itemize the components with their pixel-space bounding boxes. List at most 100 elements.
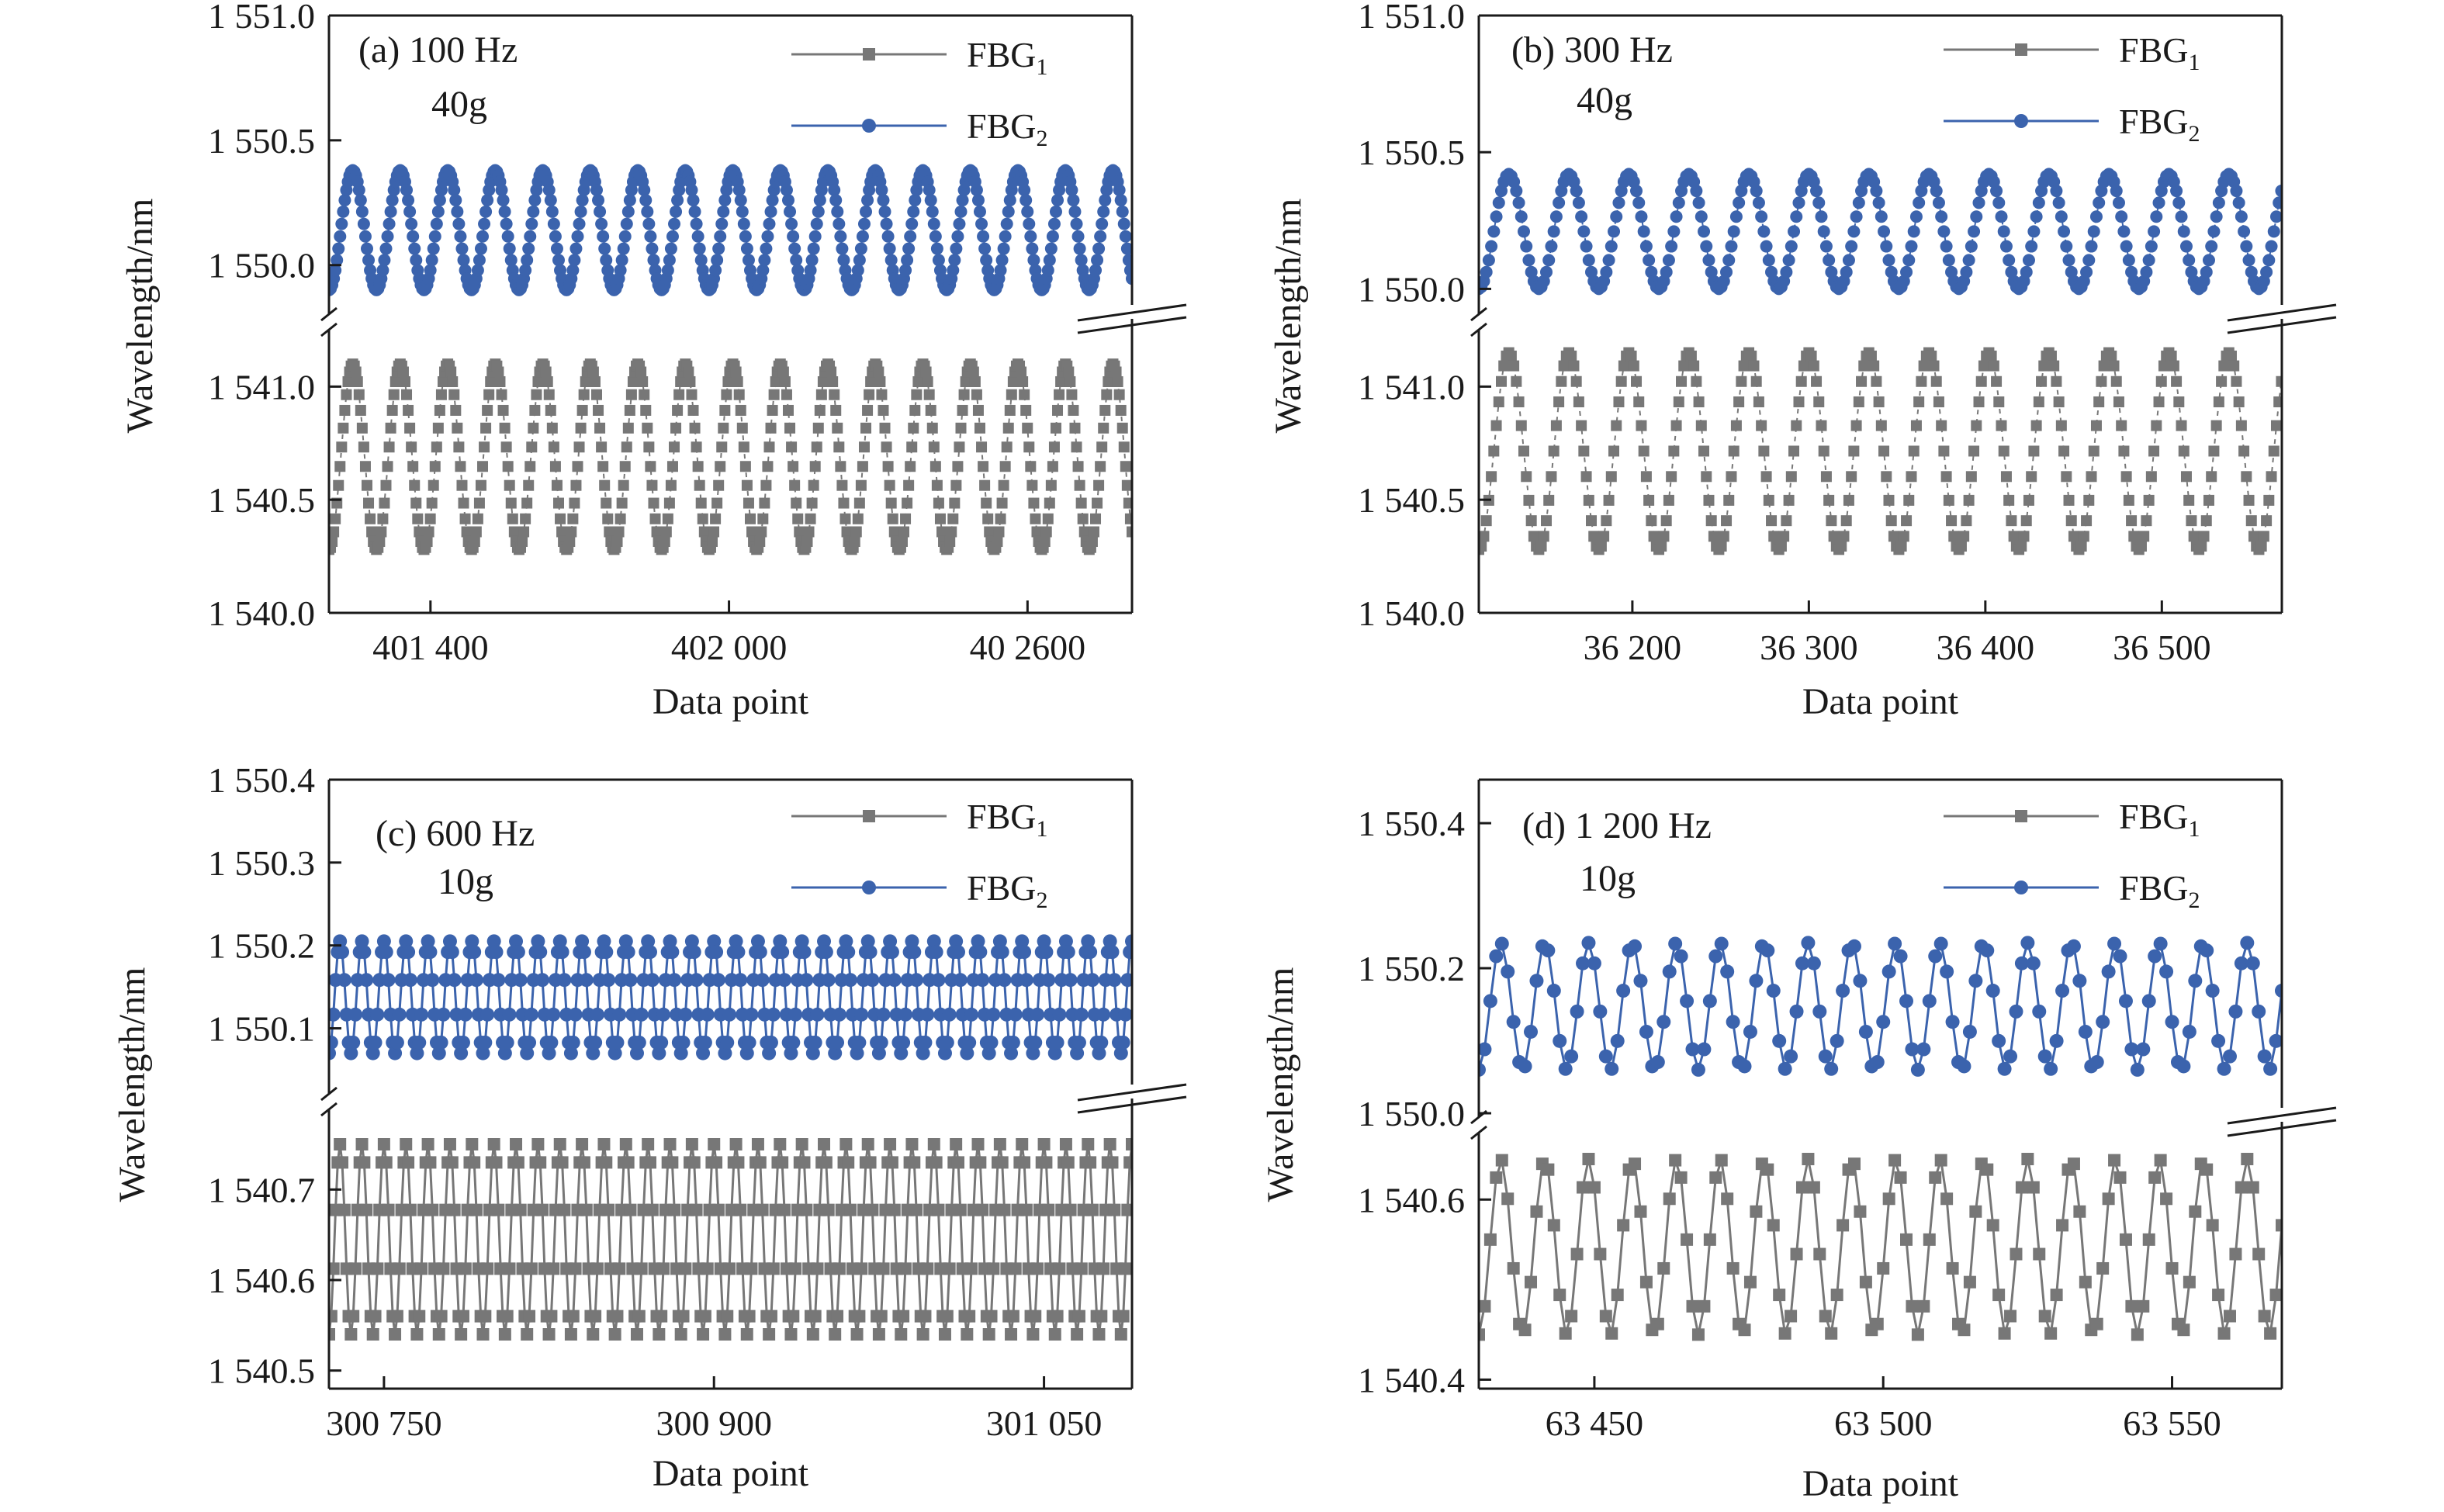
data-point bbox=[775, 945, 790, 960]
legend-marker bbox=[863, 48, 875, 61]
data-point bbox=[1511, 375, 1522, 387]
data-point bbox=[865, 973, 880, 988]
data-point bbox=[513, 973, 528, 988]
data-point bbox=[862, 404, 874, 416]
data-point bbox=[697, 513, 708, 524]
data-point bbox=[1120, 461, 1131, 472]
data-point bbox=[1547, 225, 1560, 238]
data-point bbox=[701, 1262, 714, 1275]
data-point bbox=[1530, 1205, 1543, 1218]
data-point bbox=[909, 194, 922, 207]
data-point bbox=[1090, 513, 1102, 524]
data-point bbox=[949, 934, 964, 949]
data-point bbox=[456, 1310, 469, 1323]
legend-label-sub: 1 bbox=[2188, 816, 2200, 842]
data-point bbox=[1718, 531, 1729, 542]
data-point bbox=[1125, 272, 1132, 285]
x-axis-label: Data point bbox=[653, 1453, 809, 1494]
data-point bbox=[2173, 396, 2185, 408]
break-mark-left bbox=[320, 1086, 338, 1102]
data-point bbox=[1605, 240, 1618, 253]
data-point bbox=[503, 242, 516, 255]
data-point bbox=[1547, 1219, 1560, 1232]
data-point bbox=[931, 973, 946, 988]
data-point bbox=[526, 441, 538, 453]
data-point bbox=[2130, 1062, 2145, 1077]
data-point bbox=[1940, 964, 1954, 979]
data-point bbox=[700, 1007, 715, 1022]
data-point bbox=[330, 513, 341, 524]
panel-subtitle: 10g bbox=[438, 861, 493, 902]
data-point bbox=[473, 254, 486, 267]
data-point bbox=[1878, 225, 1891, 238]
data-point bbox=[465, 934, 479, 949]
data-point bbox=[786, 1035, 801, 1050]
data-point bbox=[335, 945, 350, 960]
data-point bbox=[907, 205, 920, 218]
data-point bbox=[779, 376, 791, 388]
data-point bbox=[1577, 225, 1591, 238]
data-point bbox=[646, 242, 659, 255]
data-point bbox=[359, 461, 371, 472]
data-point bbox=[370, 1007, 385, 1022]
data-point bbox=[928, 441, 940, 453]
data-point bbox=[1685, 1042, 1700, 1057]
legend-label-sub: 2 bbox=[2188, 121, 2200, 147]
data-point bbox=[1605, 471, 1617, 483]
legend-label: FBG2 bbox=[2119, 102, 2200, 147]
data-point bbox=[1773, 1289, 1786, 1302]
data-point bbox=[341, 389, 352, 400]
data-point bbox=[2266, 471, 2277, 483]
data-point bbox=[1633, 396, 1645, 408]
data-point bbox=[332, 242, 345, 255]
data-point bbox=[975, 217, 988, 230]
data-point bbox=[2262, 254, 2276, 267]
data-point bbox=[486, 934, 501, 949]
legend-label-sub: 2 bbox=[1036, 126, 1047, 151]
data-point bbox=[933, 497, 944, 509]
data-point bbox=[386, 194, 399, 207]
data-point bbox=[1515, 420, 1527, 431]
data-point bbox=[1605, 1327, 1618, 1340]
data-point bbox=[509, 934, 524, 949]
data-point bbox=[739, 461, 751, 472]
data-point bbox=[874, 376, 886, 388]
data-point bbox=[1628, 939, 1643, 953]
data-point bbox=[575, 934, 590, 949]
data-point bbox=[1019, 973, 1033, 988]
data-point bbox=[1610, 1033, 1625, 1048]
legend-marker bbox=[2014, 114, 2028, 128]
legend-marker bbox=[862, 881, 876, 894]
data-point bbox=[776, 1156, 789, 1169]
data-point bbox=[1778, 1327, 1791, 1340]
data-point bbox=[876, 389, 888, 400]
data-point bbox=[937, 1046, 952, 1060]
data-point bbox=[801, 535, 813, 547]
data-point bbox=[861, 1138, 874, 1150]
data-point bbox=[1847, 939, 1861, 953]
data-point bbox=[2183, 1275, 2196, 1289]
data-point bbox=[1026, 1328, 1040, 1341]
data-point bbox=[971, 389, 982, 400]
data-point bbox=[431, 1046, 446, 1060]
data-point bbox=[718, 1046, 732, 1060]
data-point bbox=[1753, 396, 1764, 408]
data-point bbox=[2212, 1289, 2225, 1302]
break-mark-left bbox=[320, 322, 338, 337]
data-point bbox=[642, 217, 656, 230]
data-point bbox=[2027, 1181, 2040, 1194]
data-point bbox=[786, 441, 798, 453]
data-point bbox=[2234, 956, 2248, 971]
panel-title: (d) 1 200 Hz bbox=[1522, 805, 1712, 846]
data-point bbox=[753, 945, 767, 960]
data-point bbox=[1783, 494, 1795, 506]
data-point bbox=[1524, 1024, 1539, 1039]
data-point bbox=[1006, 1035, 1020, 1050]
data-point bbox=[2026, 471, 2037, 483]
data-point bbox=[1016, 1138, 1029, 1150]
data-point bbox=[500, 441, 512, 453]
data-point bbox=[901, 254, 914, 267]
y-axis-label: Wavelength/nm bbox=[119, 199, 161, 434]
data-point bbox=[758, 254, 771, 267]
data-point bbox=[1017, 945, 1032, 960]
